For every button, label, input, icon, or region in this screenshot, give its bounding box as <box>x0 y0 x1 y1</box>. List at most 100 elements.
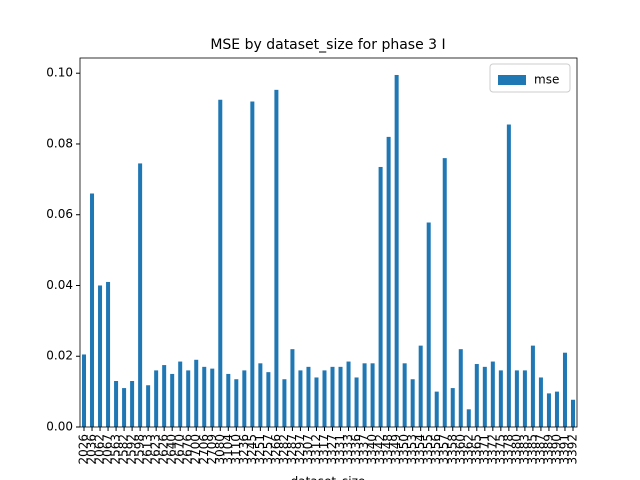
bar <box>114 381 119 427</box>
x-tick-label: 2640 <box>165 434 179 465</box>
bar <box>370 363 375 427</box>
x-tick-label: 3337 <box>357 434 371 465</box>
bar <box>570 399 575 427</box>
x-tick-label: 3251 <box>253 434 267 465</box>
x-tick-label: 3331 <box>333 434 347 465</box>
bar <box>530 345 535 427</box>
bar <box>450 388 455 427</box>
x-tick-label: 2706 <box>197 434 211 465</box>
bar <box>138 163 143 427</box>
x-tick-label: 3387 <box>533 434 547 465</box>
x-tick-label: 3333 <box>341 434 355 465</box>
x-tick-label: 3245 <box>245 434 259 465</box>
x-tick-label: 3317 <box>317 434 331 465</box>
bar <box>426 222 431 427</box>
x-tick-label: 2613 <box>141 434 155 465</box>
bar <box>258 363 263 427</box>
bar <box>178 361 183 427</box>
x-tick-label: 3371 <box>477 434 491 465</box>
y-tick-label: 0.02 <box>46 349 73 363</box>
x-tick-label: 3297 <box>293 434 307 465</box>
x-tick-label: 3348 <box>381 434 395 465</box>
x-tick-label: 3342 <box>373 434 387 465</box>
x-tick-label: 3390 <box>549 434 563 465</box>
bar <box>394 74 399 427</box>
legend-label: mse <box>534 73 559 87</box>
bar <box>130 381 135 427</box>
x-tick-label: 3360 <box>453 434 467 465</box>
bar <box>122 388 127 427</box>
x-tick-label: 2062 <box>93 434 107 465</box>
x-tick-label: 3350 <box>397 434 411 465</box>
bar <box>362 363 367 427</box>
x-tick-label: 2036 <box>85 434 99 465</box>
x-tick-label: 3380 <box>509 434 523 465</box>
bar <box>562 352 567 427</box>
bar <box>434 391 439 427</box>
x-tick-label: 3236 <box>237 434 251 465</box>
bar <box>386 136 391 427</box>
bar <box>82 354 87 427</box>
x-tick-label: 2670 <box>173 434 187 465</box>
x-tick-label: 3110 <box>229 434 243 465</box>
bar <box>242 370 247 427</box>
bar <box>514 370 519 427</box>
y-tick-label: 0.08 <box>46 136 73 150</box>
bar <box>226 373 231 427</box>
x-tick-label: 3349 <box>389 434 403 465</box>
bar <box>306 366 311 427</box>
bar <box>354 377 359 427</box>
bar <box>290 349 295 427</box>
bar <box>506 124 511 427</box>
x-tick-label: 3266 <box>269 434 283 465</box>
x-tick-label: 3080 <box>213 434 227 465</box>
x-tick-label: 2026 <box>77 434 91 465</box>
bar <box>98 285 103 427</box>
bar <box>162 365 167 427</box>
chart-title: MSE by dataset_size for phase 3 I <box>210 37 445 53</box>
bar <box>234 379 239 427</box>
x-tick-label: 3378 <box>501 434 515 465</box>
x-tick-label: 3385 <box>525 434 539 465</box>
x-tick-label: 3257 <box>261 434 275 465</box>
bar <box>498 370 503 427</box>
x-tick-label: 3389 <box>541 434 555 465</box>
bar <box>546 393 551 427</box>
bar <box>218 99 223 427</box>
x-tick-label: 2623 <box>149 434 163 465</box>
bar <box>202 366 207 427</box>
bar <box>402 363 407 427</box>
x-tick-label: 2582 <box>117 434 131 465</box>
bar <box>250 101 255 428</box>
x-tick-label: 3357 <box>437 434 451 465</box>
bar <box>194 359 199 427</box>
x-tick-label: 3104 <box>221 434 235 465</box>
bar <box>346 361 351 427</box>
x-tick-label: 3354 <box>413 434 427 465</box>
x-tick-label: 3287 <box>285 434 299 465</box>
y-tick-label: 0.10 <box>46 66 73 80</box>
x-tick-label: 2700 <box>189 434 203 465</box>
x-tick-label: 2067 <box>101 434 115 465</box>
x-tick-label: 3356 <box>429 434 443 465</box>
bar <box>154 370 159 427</box>
bar <box>298 370 303 427</box>
bar <box>146 385 151 427</box>
x-tick-label: 3391 <box>557 434 571 465</box>
x-tick-label: 3392 <box>565 434 579 465</box>
legend-swatch <box>498 75 526 85</box>
bar <box>466 409 471 427</box>
x-tick-label: 3340 <box>365 434 379 465</box>
x-tick-label: 3327 <box>325 434 339 465</box>
bar <box>106 281 111 427</box>
bar <box>90 193 95 427</box>
x-tick-label: 3282 <box>277 434 291 465</box>
x-tick-label: 3358 <box>445 434 459 465</box>
x-tick-label: 3365 <box>469 434 483 465</box>
y-tick-label: 0.04 <box>46 278 73 292</box>
bar <box>554 391 559 427</box>
bar <box>274 89 279 427</box>
bar <box>490 361 495 427</box>
x-tick-label: 2592 <box>125 434 139 465</box>
